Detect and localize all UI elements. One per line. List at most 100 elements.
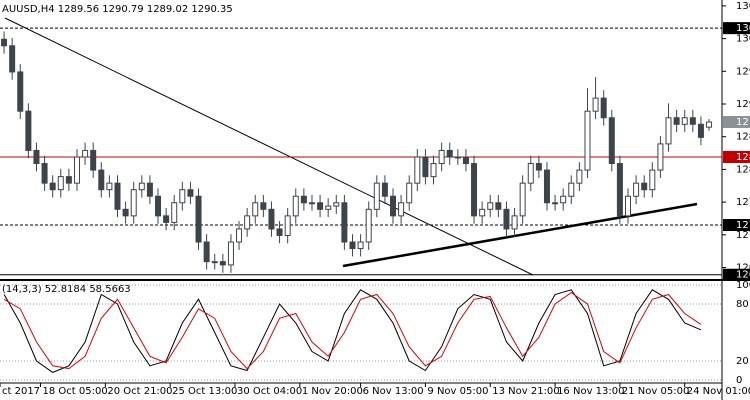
candle-body [479,208,486,217]
candle-body [503,208,510,230]
candle-body [333,202,340,207]
candle-body [511,215,518,230]
y-tick-label: 128 [736,132,750,143]
y-tick-label: 127 [736,230,750,241]
candle-body [227,241,234,266]
candle-body [576,169,583,184]
candle-body [203,241,210,263]
candle-body [535,163,542,171]
candle-body [317,202,324,210]
level-label-box [723,219,750,232]
candle-body [308,202,315,205]
indicator-label: (14,3,3) 52.8184 58.5663 [2,284,131,295]
candle-body [219,261,226,266]
candle-body [341,202,348,243]
candle-body [9,45,16,73]
candle-body [568,182,575,197]
candle-body [446,149,453,158]
candle-body [616,163,623,217]
candle-body [57,176,64,191]
candle-body [179,189,186,204]
candle-body [414,156,421,184]
x-tick-label: 16 Nov 13:00 [557,386,624,397]
candle-body [390,195,397,217]
candle-body [106,182,113,191]
candle-body [146,182,153,197]
y-tick-label: 126 [736,263,750,274]
candle-body [211,261,218,264]
candle-body [236,228,243,243]
last-price-label: 12 [736,117,749,128]
last-price-box [723,115,750,128]
x-tick-label: 24 Nov 01:00 [687,386,750,397]
candle-body [357,241,364,250]
x-tick-label: 9 Nov 05:00 [427,386,488,397]
y-tick-label: 130 [736,34,750,45]
candle-body [422,156,429,178]
candle-body [1,38,8,47]
x-tick-label: 21 Nov 05:00 [622,386,689,397]
candle-body [689,117,696,125]
support-line [342,202,698,268]
level-label-box [723,22,750,35]
candle-body [41,163,48,184]
y-tick-label: 129 [736,66,750,77]
candle-body [33,149,40,165]
level-label: 127 [736,220,750,231]
candle-body [292,195,299,217]
candle-body [244,215,251,230]
candle-body [519,182,526,217]
x-tick-label: 1 Nov 20:00 [302,386,363,397]
indicator-tick-label: 0 [736,375,742,386]
candle-body [187,189,194,197]
candle-body [365,208,372,243]
candle-body [487,202,494,210]
candle-body [373,182,380,210]
candle-body [438,149,445,165]
y-tick-label: 129 [736,99,750,110]
candle-body [398,202,405,217]
x-tick-label: 25 Oct 13:00 [172,386,237,397]
candle-body [252,202,259,217]
candle-body [608,117,615,165]
candle-body [155,195,162,217]
candle-body [276,228,283,236]
candle-body [641,182,648,191]
candle-body [462,156,469,165]
level-label: 128 [736,152,750,163]
candle-body [527,163,534,184]
candle-body [349,241,356,250]
candle-body [649,169,656,191]
y-tick-label: 128 [736,164,750,175]
candle-body [195,195,202,243]
candle-body [284,215,291,236]
candle-body [171,202,178,223]
candle-body [130,189,137,217]
candle-body [454,156,461,159]
candle-body [138,182,145,191]
candle-body [163,215,170,223]
candle-body [98,169,105,191]
candle-body [65,176,72,184]
candle-body [681,117,688,125]
candle-body [114,182,121,210]
candle-body [49,182,56,191]
candle-body [697,123,704,138]
candle-body [90,149,97,171]
y-tick-label: 127 [736,197,750,208]
candle-body [706,121,713,128]
candle-body [584,110,591,171]
x-tick-label: 20 Oct 21:00 [107,386,172,397]
candle-body [325,205,332,210]
candle-body [82,149,89,158]
candle-body [673,117,680,125]
candle-body [73,156,80,184]
candle-body [381,182,388,197]
candle-body [430,163,437,178]
indicator-tick-label: 100 [736,280,750,291]
chart-title: AUUSD,H4 1289.56 1290.79 1289.02 1290.35 [2,4,233,15]
x-tick-label: 30 Oct 04:00 [237,386,302,397]
trend-line [4,17,534,276]
candle-body [625,195,632,217]
